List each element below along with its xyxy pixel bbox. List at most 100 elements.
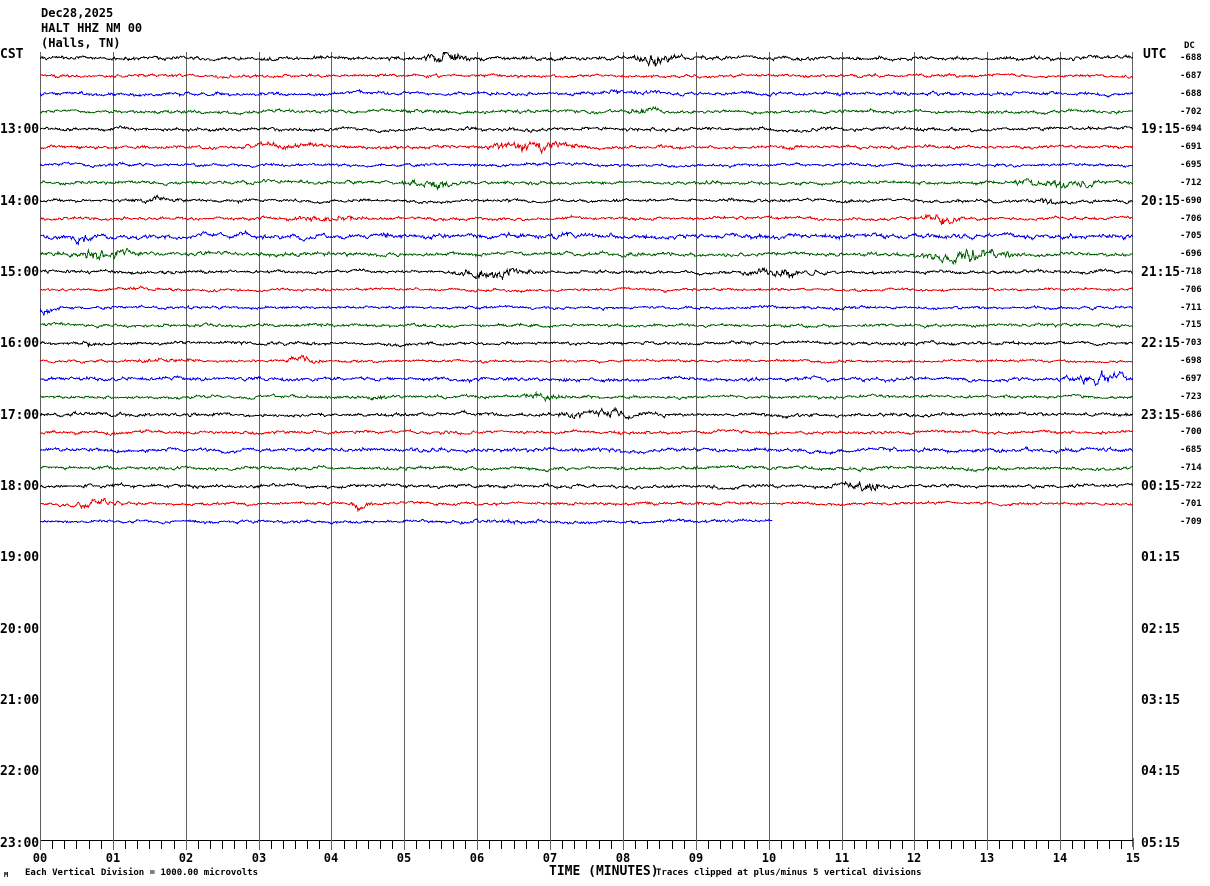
dc-value-22: -685 xyxy=(1180,445,1202,456)
dc-value-18: -697 xyxy=(1180,373,1202,384)
dc-value-14: -711 xyxy=(1180,302,1202,313)
x-tick-minor xyxy=(526,841,527,849)
trace-10-blue xyxy=(40,229,1133,247)
x-tick-minor xyxy=(234,841,235,849)
hour-label-cst-2300: 23:00 xyxy=(0,835,40,851)
x-tick-label-04: 04 xyxy=(323,851,339,865)
gridline-minute-02 xyxy=(186,52,187,847)
x-tick-minor xyxy=(441,841,442,849)
x-tick-minor xyxy=(465,841,466,849)
trace-20-black xyxy=(40,406,1133,421)
x-tick-minor xyxy=(1084,841,1085,849)
x-tick-minor xyxy=(283,841,284,849)
x-tick-minor xyxy=(805,841,806,849)
x-tick-minor xyxy=(611,841,612,849)
hour-label-cst-2000: 20:00 xyxy=(0,621,40,637)
gridline-minute-05 xyxy=(404,52,405,847)
x-tick-minor xyxy=(878,841,879,849)
x-tick-minor xyxy=(720,841,721,849)
x-tick-label-11: 11 xyxy=(834,851,850,865)
x-tick-minor xyxy=(137,841,138,849)
x-tick-minor xyxy=(1024,841,1025,849)
x-tick-minor xyxy=(101,841,102,849)
trace-6-blue xyxy=(40,161,1133,169)
hour-label-cst-1300: 13:00 xyxy=(0,122,40,138)
hour-label-utc-0315: 03:15 xyxy=(1141,692,1181,708)
trace-21-red xyxy=(40,428,1133,437)
trace-16-black xyxy=(40,339,1133,349)
x-tick-minor xyxy=(635,841,636,849)
gridline-minute-03 xyxy=(259,52,260,847)
x-tick-major-13 xyxy=(987,838,988,850)
x-tick-label-01: 01 xyxy=(105,851,121,865)
dc-value-6: -695 xyxy=(1180,160,1202,170)
x-tick-label-14: 14 xyxy=(1052,851,1068,865)
trace-19-green xyxy=(40,390,1133,403)
trace-18-blue xyxy=(40,370,1133,387)
x-tick-minor xyxy=(902,841,903,849)
x-tick-minor xyxy=(76,841,77,849)
x-tick-label-10: 10 xyxy=(761,851,777,865)
hour-label-utc-0115: 01:15 xyxy=(1141,550,1181,566)
x-tick-minor xyxy=(817,841,818,849)
dc-value-26: -709 xyxy=(1180,516,1202,527)
x-tick-minor xyxy=(198,841,199,849)
x-tick-minor xyxy=(659,841,660,849)
dc-value-2: -688 xyxy=(1180,88,1202,99)
plot-left-border xyxy=(40,52,41,847)
x-tick-minor xyxy=(501,841,502,849)
x-tick-label-15: 15 xyxy=(1125,851,1141,865)
x-tick-minor xyxy=(307,841,308,849)
x-tick-minor xyxy=(429,841,430,849)
x-tick-label-12: 12 xyxy=(906,851,922,865)
x-tick-minor xyxy=(781,841,782,849)
dc-value-1: -687 xyxy=(1180,70,1202,81)
x-tick-major-11 xyxy=(842,838,843,850)
trace-14-blue xyxy=(40,304,1133,317)
dc-value-16: -703 xyxy=(1180,338,1202,349)
trace-3-green xyxy=(40,105,1133,116)
dc-value-8: -690 xyxy=(1180,195,1202,206)
x-tick-minor xyxy=(514,841,515,849)
gridline-minute-01 xyxy=(113,52,114,847)
x-tick-major-14 xyxy=(1060,838,1061,850)
hour-label-utc-2115: 21:15 xyxy=(1141,265,1181,280)
dc-value-5: -691 xyxy=(1180,142,1202,153)
hour-label-cst-2100: 21:00 xyxy=(0,692,40,708)
gridline-minute-08 xyxy=(623,52,624,847)
hour-label-utc-0015: 00:15 xyxy=(1141,478,1181,494)
x-tick-minor xyxy=(854,841,855,849)
hour-label-cst-1900: 19:00 xyxy=(0,550,40,566)
x-tick-minor xyxy=(890,841,891,849)
x-tick-label-02: 02 xyxy=(178,851,194,865)
trace-5-red xyxy=(40,140,1133,155)
trace-9-red xyxy=(40,213,1133,226)
hour-label-utc-2215: 22:15 xyxy=(1141,336,1181,352)
x-tick-minor xyxy=(562,841,563,849)
x-tick-minor xyxy=(939,841,940,849)
x-tick-minor xyxy=(453,841,454,849)
trace-1-red xyxy=(40,72,1133,80)
dc-value-3: -702 xyxy=(1180,106,1202,117)
x-tick-major-04 xyxy=(331,838,332,850)
x-tick-minor xyxy=(829,841,830,849)
corner-glyph: M xyxy=(4,871,9,879)
trace-7-green xyxy=(40,177,1133,191)
x-tick-major-05 xyxy=(404,838,405,850)
x-tick-minor xyxy=(1036,841,1037,849)
x-tick-label-05: 05 xyxy=(396,851,412,865)
seismic-traces xyxy=(40,52,1133,847)
x-tick-minor xyxy=(161,841,162,849)
hour-label-utc-0515: 05:15 xyxy=(1141,835,1181,851)
trace-22-blue xyxy=(40,445,1133,455)
x-tick-minor xyxy=(1097,841,1098,849)
dc-value-13: -706 xyxy=(1180,284,1202,295)
dc-value-9: -706 xyxy=(1180,213,1202,224)
x-tick-minor xyxy=(793,841,794,849)
x-tick-minor xyxy=(951,841,952,849)
x-tick-label-03: 03 xyxy=(251,851,267,865)
dc-column-header: DC xyxy=(1184,42,1195,51)
x-tick-major-00 xyxy=(40,838,41,850)
x-tick-minor xyxy=(149,841,150,849)
dc-value-23: -714 xyxy=(1180,463,1202,474)
